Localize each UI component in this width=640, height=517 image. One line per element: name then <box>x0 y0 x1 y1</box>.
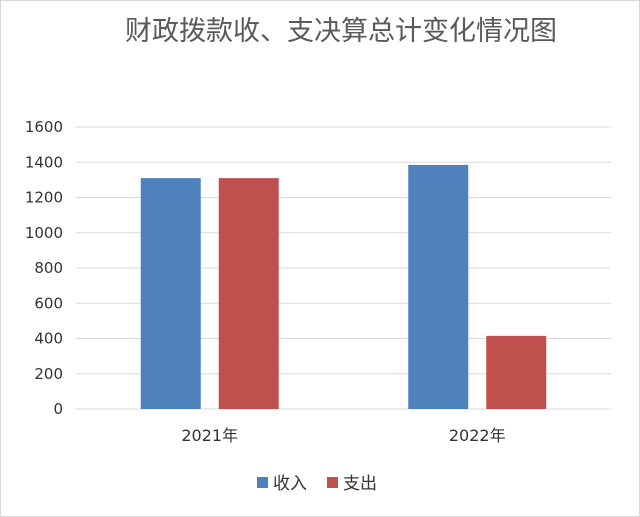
y-axis-ticks: 0 200 400 600 800 1000 1200 1400 1600 <box>25 118 63 418</box>
x-category-label: 2021年 <box>181 426 238 445</box>
legend-label-expense: 支出 <box>343 474 377 494</box>
legend-label-income: 收入 <box>273 474 307 494</box>
bar-expense-0 <box>218 178 279 409</box>
y-tick-label: 1000 <box>25 224 63 242</box>
x-axis-categories: 2021年 2022年 <box>181 426 505 445</box>
y-tick-label: 400 <box>34 330 63 348</box>
y-tick-label: 800 <box>34 259 63 277</box>
legend-swatch-expense <box>327 477 338 488</box>
bar-expense-1 <box>486 335 547 409</box>
x-category-label: 2022年 <box>449 426 506 445</box>
legend: 收入 支出 <box>257 474 377 494</box>
y-tick-label: 1200 <box>25 189 63 207</box>
y-tick-label: 0 <box>53 400 63 418</box>
chart-title: 财政拨款收、支决算总计变化情况图 <box>125 16 557 47</box>
y-tick-label: 1600 <box>25 118 63 136</box>
bar-income-0 <box>140 178 201 409</box>
y-tick-label: 1400 <box>25 153 63 171</box>
bar-income-1 <box>408 164 469 409</box>
bars <box>140 164 547 409</box>
y-tick-label: 200 <box>34 365 63 383</box>
legend-swatch-income <box>257 477 268 488</box>
y-tick-label: 600 <box>34 294 63 312</box>
